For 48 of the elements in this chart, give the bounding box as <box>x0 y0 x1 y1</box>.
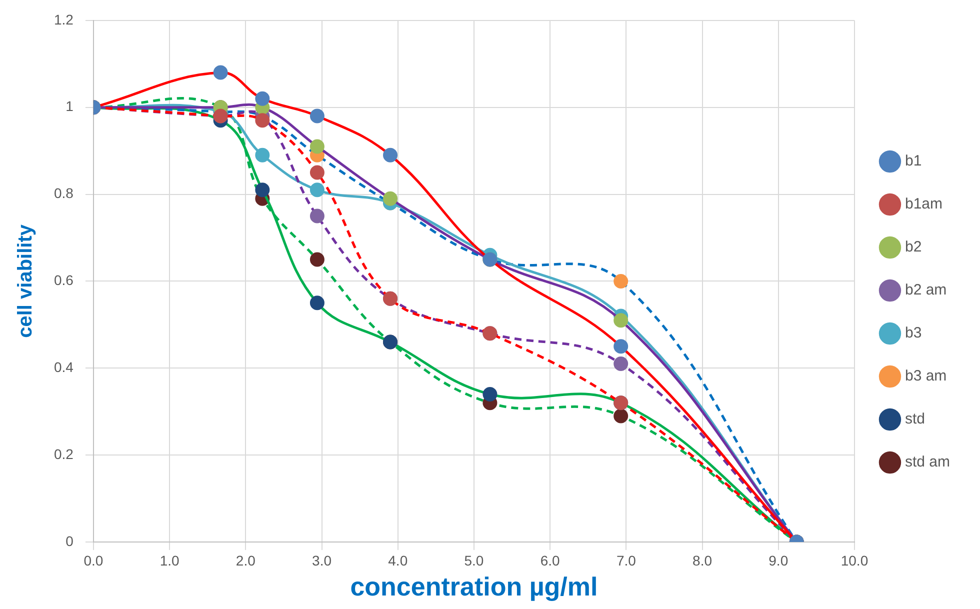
x-tick-label: 4.0 <box>388 552 408 568</box>
legend-label: std <box>904 410 925 428</box>
x-tick-label: 9.0 <box>768 552 788 568</box>
y-tick-label: 0.2 <box>54 446 74 462</box>
point <box>255 148 270 162</box>
point <box>383 191 398 206</box>
y-tick-label: 0.8 <box>54 185 74 202</box>
point <box>310 139 324 154</box>
x-tick-label: 7.0 <box>616 552 636 568</box>
x-tick-label: 10.0 <box>840 552 868 568</box>
point <box>614 356 628 372</box>
x-tick-label: 3.0 <box>312 552 332 568</box>
x-tick-label: 0.0 <box>84 552 104 568</box>
legend-label: b3 <box>904 324 922 342</box>
point <box>310 108 324 124</box>
legend-label: b2 am <box>904 282 947 299</box>
point <box>310 208 324 224</box>
x-tick-label: 5.0 <box>464 552 484 568</box>
legend-label: b1am <box>904 196 943 213</box>
point <box>614 339 628 354</box>
point <box>614 274 628 288</box>
x-tick-label: 8.0 <box>692 552 712 568</box>
legend-label: b2 <box>904 238 922 256</box>
x-axis-title: concentration µg/ml <box>350 572 598 602</box>
point <box>310 182 324 198</box>
point <box>614 313 628 328</box>
point <box>310 165 324 180</box>
y-tick-label: 0 <box>66 532 74 549</box>
legend-label: b1 <box>904 152 922 170</box>
point <box>255 182 270 198</box>
point <box>614 408 628 424</box>
y-tick-label: 0.6 <box>54 272 74 288</box>
y-axis-title: cell viability <box>14 224 37 338</box>
point <box>255 113 270 128</box>
point <box>310 296 324 310</box>
point <box>310 252 324 267</box>
point <box>255 91 270 106</box>
legend-label: std am <box>904 454 950 471</box>
x-tick-label: 6.0 <box>540 552 560 568</box>
point <box>482 386 498 402</box>
y-tick-label: 0.4 <box>54 358 74 375</box>
point <box>383 148 398 162</box>
legend-label: b3 am <box>904 368 947 385</box>
y-tick-label: 1 <box>66 98 74 114</box>
y-tick-label: 1.2 <box>54 11 74 28</box>
x-tick-label: 2.0 <box>236 552 256 568</box>
x-tick-label: 1.0 <box>160 552 180 568</box>
point <box>213 65 228 80</box>
